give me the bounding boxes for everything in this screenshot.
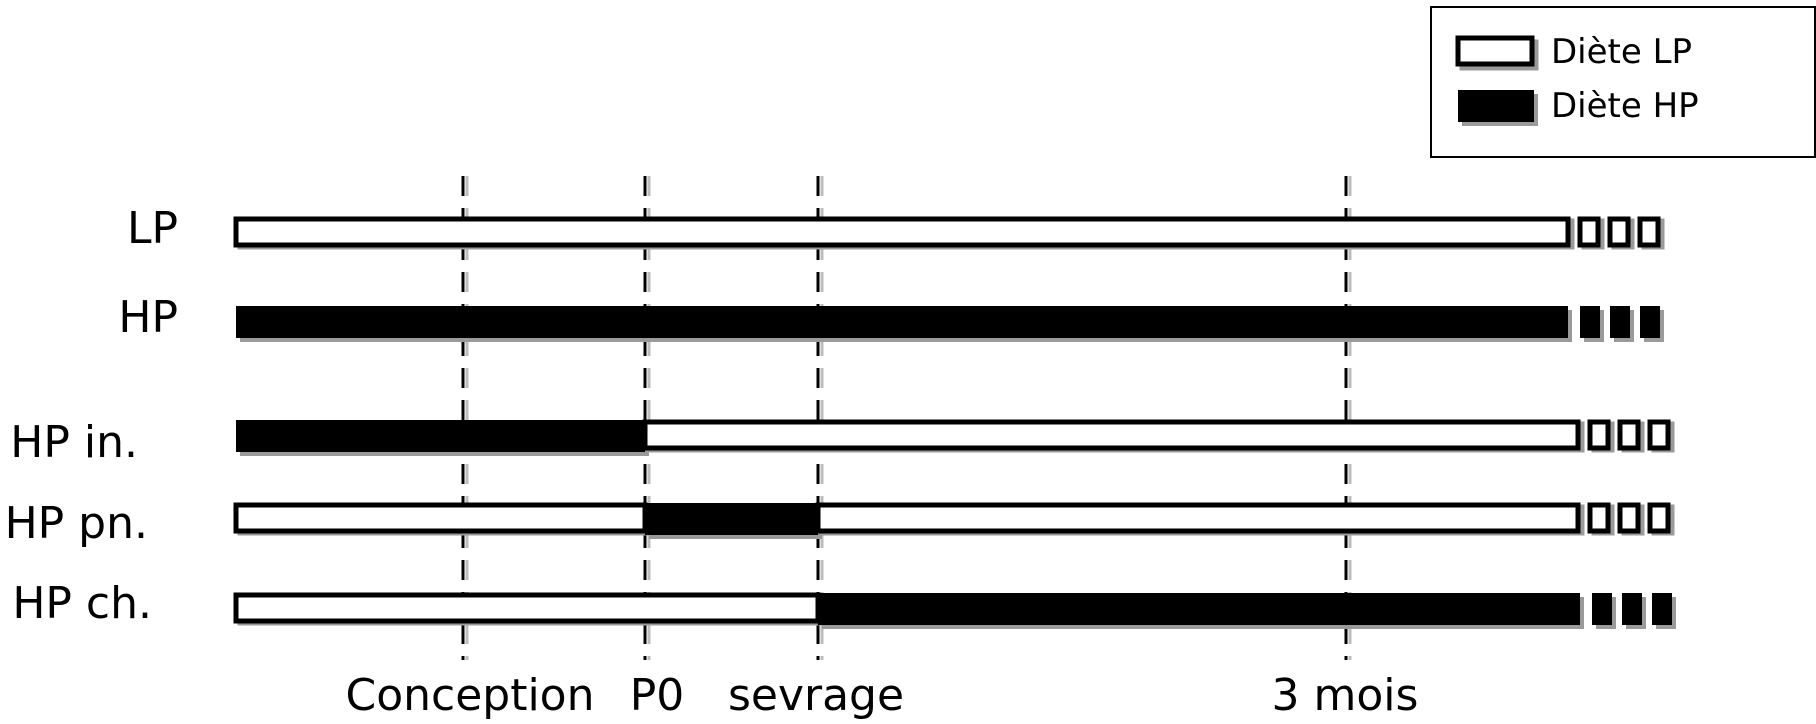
bar-row-0-continuation-0	[1577, 216, 1601, 248]
bar-row-4	[233, 592, 1676, 629]
bar-row-4-continuation-2	[1652, 593, 1672, 625]
row-label-1: HP	[118, 292, 178, 343]
legend-box	[1430, 6, 1816, 158]
event-label-sevrage: sevrage	[728, 670, 904, 721]
bar-row-4-continuation-0	[1592, 593, 1612, 625]
event-label-p0: P0	[630, 670, 685, 721]
bar-row-3-segment-1-hp	[645, 503, 818, 535]
bar-row-1	[236, 306, 1664, 342]
bar-row-2-continuation-2	[1647, 419, 1671, 451]
bar-row-0-continuation-2	[1637, 216, 1661, 248]
legend: Diète LP Diète HP	[1430, 6, 1816, 158]
event-guides	[461, 176, 1352, 660]
diet-bars	[233, 216, 1676, 629]
bar-row-0	[233, 216, 1665, 250]
bar-row-0-continuation-1	[1607, 216, 1631, 248]
bar-row-3-continuation-2	[1647, 502, 1671, 534]
bar-row-1-continuation-2	[1640, 306, 1660, 338]
bar-row-3-segment-0-lp	[233, 502, 648, 534]
bar-row-4-continuation-1	[1622, 593, 1642, 625]
bar-row-3-continuation-1	[1617, 502, 1641, 534]
bar-row-2	[236, 419, 1675, 456]
row-label-0: LP	[127, 203, 178, 254]
legend-label-lp: Diète LP	[1551, 32, 1692, 72]
legend-swatch-hp	[1458, 90, 1534, 122]
row-label-2: HP in.	[10, 417, 138, 468]
bar-row-1-segment-0-hp	[236, 306, 1568, 338]
event-labels: Conception P0 sevrage 3 mois	[345, 670, 1418, 721]
bar-row-4-segment-1-hp	[818, 593, 1580, 625]
bar-row-2-continuation-0	[1587, 419, 1611, 451]
bar-row-2-segment-1-lp	[642, 419, 1581, 451]
event-label-conception: Conception	[345, 670, 594, 721]
bar-row-2-segment-0-hp	[236, 420, 645, 452]
bar-row-1-continuation-1	[1610, 306, 1630, 338]
legend-swatch-lp	[1455, 35, 1535, 67]
row-label-4: HP ch.	[12, 578, 152, 629]
bar-row-3	[233, 502, 1675, 539]
bar-row-1-continuation-0	[1580, 306, 1600, 338]
bar-row-3-segment-2-lp	[815, 502, 1581, 534]
bar-row-2-continuation-1	[1617, 419, 1641, 451]
row-labels: LP HP HP in. HP pn. HP ch.	[5, 203, 178, 629]
row-label-3: HP pn.	[5, 498, 148, 549]
bar-row-4-segment-0-lp	[233, 592, 821, 624]
bar-row-0-segment-0-lp	[233, 216, 1571, 248]
legend-label-hp: Diète HP	[1551, 86, 1699, 126]
bar-row-3-continuation-0	[1587, 502, 1611, 534]
event-label-m3: 3 mois	[1272, 670, 1419, 721]
